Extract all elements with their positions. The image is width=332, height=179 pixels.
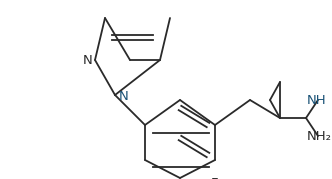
Text: NH: NH — [307, 93, 327, 107]
Text: NH₂: NH₂ — [307, 129, 332, 142]
Text: N: N — [82, 54, 92, 67]
Text: F: F — [211, 177, 219, 179]
Text: N: N — [119, 91, 129, 103]
